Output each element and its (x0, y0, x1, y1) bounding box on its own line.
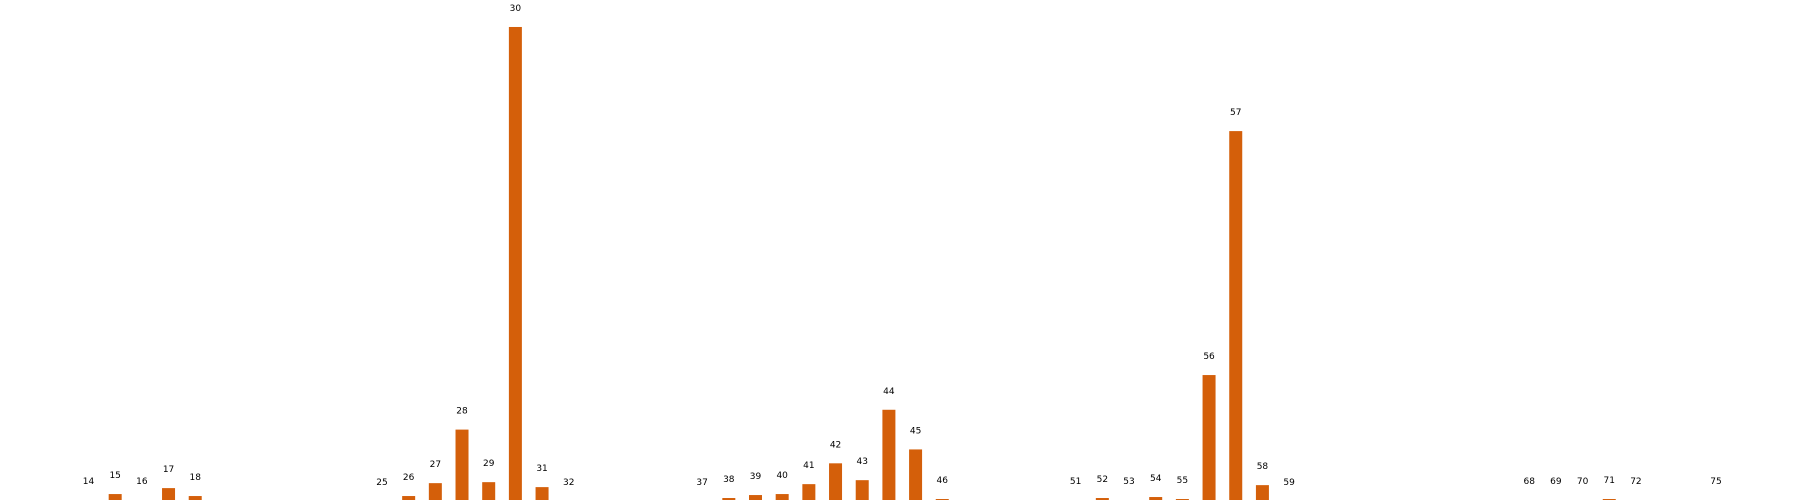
labels-group: 14 15 16 17 18 25 26 27 28 29 30 31 32 37 38 39 40 41 42 43… (83, 4, 1722, 488)
bar-18 (188, 496, 202, 500)
bar-label-38: 38 (723, 475, 735, 485)
bar-label-46: 46 (937, 476, 949, 486)
bar-label-45: 45 (910, 426, 921, 436)
bar-label-55: 55 (1177, 476, 1188, 486)
bar-label-26: 26 (403, 473, 415, 483)
bar-42 (829, 463, 843, 500)
bar-label-18: 18 (189, 473, 201, 483)
bar-43 (855, 480, 869, 500)
bar-56 (1202, 375, 1216, 500)
bar-label-56: 56 (1203, 352, 1215, 362)
bar-label-40: 40 (776, 471, 788, 481)
bar-57 (1229, 131, 1243, 500)
bar-29 (482, 482, 496, 500)
bar-label-53: 53 (1123, 477, 1134, 487)
bar-45 (909, 449, 923, 500)
bar-44 (882, 409, 896, 500)
bar-label-27: 27 (430, 460, 441, 470)
bar-40 (775, 494, 789, 500)
bar-label-52: 52 (1097, 475, 1108, 485)
bar-label-68: 68 (1523, 477, 1535, 487)
bars-group (108, 26, 1616, 500)
bar-26 (402, 496, 416, 500)
bar-label-41: 41 (803, 461, 814, 471)
bar-label-32: 32 (563, 478, 574, 488)
bar-label-58: 58 (1257, 462, 1269, 472)
bar-label-17: 17 (163, 465, 174, 475)
bar-label-71: 71 (1604, 476, 1615, 486)
bar-label-37: 37 (696, 478, 707, 488)
bar-label-15: 15 (109, 471, 120, 481)
bar-label-75: 75 (1710, 477, 1721, 487)
bar-27 (428, 483, 442, 500)
bar-label-39: 39 (750, 472, 762, 482)
bar-label-59: 59 (1283, 478, 1295, 488)
bar-label-42: 42 (830, 440, 841, 450)
bar-58 (1255, 485, 1269, 500)
bar-label-70: 70 (1577, 477, 1589, 487)
bar-label-30: 30 (510, 4, 522, 14)
bar-54 (1149, 497, 1163, 500)
bar-label-16: 16 (136, 477, 148, 487)
bar-label-29: 29 (483, 459, 495, 469)
bar-38 (722, 498, 736, 500)
bar-17 (162, 488, 176, 500)
bar-label-69: 69 (1550, 477, 1562, 487)
bar-30 (508, 26, 522, 500)
bar-15 (108, 494, 122, 500)
bar-39 (749, 495, 762, 500)
bar-label-72: 72 (1630, 477, 1641, 487)
bar-28 (455, 429, 469, 500)
bar-label-54: 54 (1150, 474, 1162, 484)
bar-31 (535, 487, 549, 500)
bar-52 (1095, 498, 1109, 500)
bar-label-43: 43 (856, 457, 867, 467)
bar-label-44: 44 (883, 387, 895, 397)
bar-label-25: 25 (376, 478, 387, 488)
bar-41 (802, 484, 816, 500)
bar-label-57: 57 (1230, 108, 1241, 118)
bar-label-14: 14 (83, 477, 95, 487)
bar-label-28: 28 (456, 407, 468, 417)
bar-label-51: 51 (1070, 477, 1081, 487)
bar-label-31: 31 (536, 464, 547, 474)
